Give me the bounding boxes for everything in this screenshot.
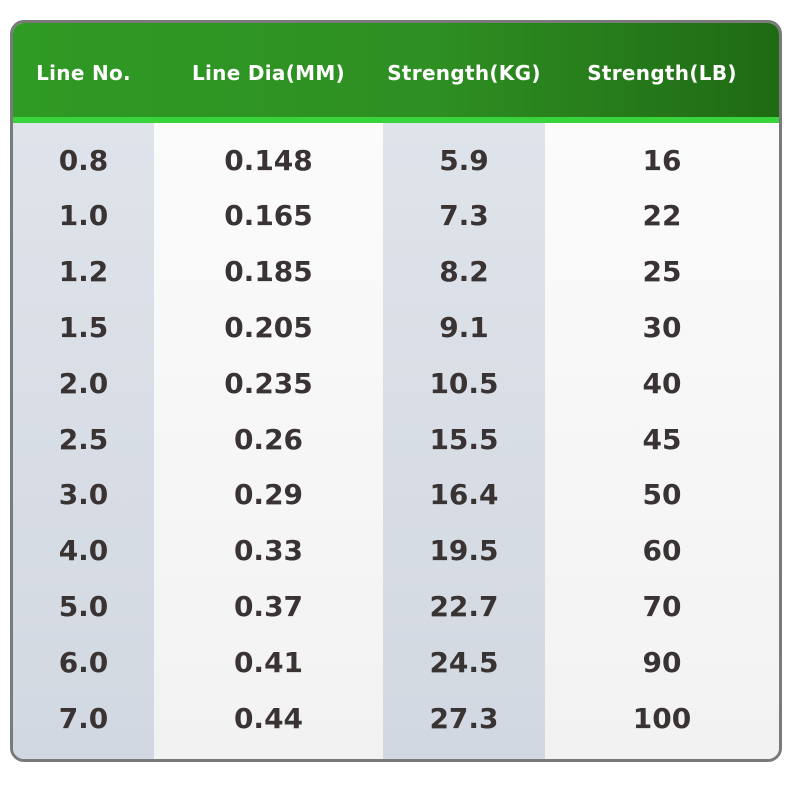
cell-strength-kg: 9.1 xyxy=(439,310,489,344)
header-line-dia: Line Dia(MM) xyxy=(191,61,345,85)
cell-strength-lb: 40 xyxy=(642,366,682,400)
table-row: 0.8 0.148 5.9 16 xyxy=(13,132,779,188)
cell-strength-lb: 60 xyxy=(642,534,682,568)
line-spec-table: Line No. Line Dia(MM) Strength(KG) Stren… xyxy=(10,20,782,762)
cell-line-no: 2.5 xyxy=(58,422,109,456)
column-plain-strength-lb xyxy=(545,123,779,759)
cell-strength-kg: 19.5 xyxy=(429,534,499,568)
cell-strength-lb: 30 xyxy=(642,310,682,344)
cell-strength-kg: 10.5 xyxy=(429,366,499,400)
table-row: 3.0 0.29 16.4 50 xyxy=(13,467,779,523)
cell-strength-kg: 8.2 xyxy=(439,255,489,289)
cell-line-no: 2.0 xyxy=(58,366,109,400)
header-strength-kg: Strength(KG) xyxy=(387,61,541,85)
cell-strength-lb: 90 xyxy=(642,645,682,679)
cell-strength-lb: 45 xyxy=(642,422,682,456)
cell-line-dia: 0.29 xyxy=(233,478,304,512)
cell-strength-kg: 5.9 xyxy=(439,143,489,177)
cell-line-dia: 0.41 xyxy=(233,645,304,679)
table-header: Line No. Line Dia(MM) Strength(KG) Stren… xyxy=(13,23,779,123)
table-row: 4.0 0.33 19.5 60 xyxy=(13,523,779,579)
table-row: 7.0 0.44 27.3 100 xyxy=(13,690,779,746)
cell-line-no: 5.0 xyxy=(58,589,109,623)
cell-line-no: 1.2 xyxy=(58,255,109,289)
table-row: 2.5 0.26 15.5 45 xyxy=(13,411,779,467)
table-row: 1.0 0.165 7.3 22 xyxy=(13,188,779,244)
cell-strength-kg: 15.5 xyxy=(429,422,499,456)
cell-line-dia: 0.205 xyxy=(224,310,313,344)
cell-line-dia: 0.235 xyxy=(224,366,313,400)
column-plain-line-dia xyxy=(154,123,383,759)
cell-line-no: 6.0 xyxy=(58,645,109,679)
table-row: 1.5 0.205 9.1 30 xyxy=(13,299,779,355)
table-row: 2.0 0.235 10.5 40 xyxy=(13,355,779,411)
cell-strength-kg: 27.3 xyxy=(429,701,499,735)
cell-strength-kg: 24.5 xyxy=(429,645,499,679)
cell-strength-kg: 7.3 xyxy=(439,199,489,233)
cell-line-dia: 0.44 xyxy=(233,701,304,735)
cell-strength-lb: 25 xyxy=(642,255,682,289)
cell-line-no: 0.8 xyxy=(58,143,109,177)
cell-line-dia: 0.26 xyxy=(233,422,304,456)
header-line-no: Line No. xyxy=(36,61,131,85)
cell-strength-lb: 50 xyxy=(642,478,682,512)
cell-line-no: 7.0 xyxy=(58,701,109,735)
cell-line-no: 3.0 xyxy=(58,478,109,512)
cell-line-dia: 0.185 xyxy=(224,255,313,289)
table-row: 5.0 0.37 22.7 70 xyxy=(13,578,779,634)
cell-strength-lb: 100 xyxy=(632,701,692,735)
cell-line-no: 1.5 xyxy=(58,310,109,344)
table-row: 6.0 0.41 24.5 90 xyxy=(13,634,779,690)
column-shade-line-no xyxy=(13,123,154,759)
cell-strength-lb: 70 xyxy=(642,589,682,623)
cell-strength-kg: 22.7 xyxy=(429,589,499,623)
header-strength-lb: Strength(LB) xyxy=(587,61,737,85)
cell-line-no: 1.0 xyxy=(58,199,109,233)
cell-line-dia: 0.33 xyxy=(233,534,304,568)
cell-strength-kg: 16.4 xyxy=(429,478,499,512)
column-shade-strength-kg xyxy=(383,123,545,759)
cell-line-dia: 0.148 xyxy=(224,143,313,177)
cell-line-no: 4.0 xyxy=(58,534,109,568)
table-row: 1.2 0.185 8.2 25 xyxy=(13,244,779,300)
cell-line-dia: 0.37 xyxy=(233,589,304,623)
cell-strength-lb: 22 xyxy=(642,199,682,233)
cell-line-dia: 0.165 xyxy=(224,199,313,233)
cell-strength-lb: 16 xyxy=(642,143,682,177)
